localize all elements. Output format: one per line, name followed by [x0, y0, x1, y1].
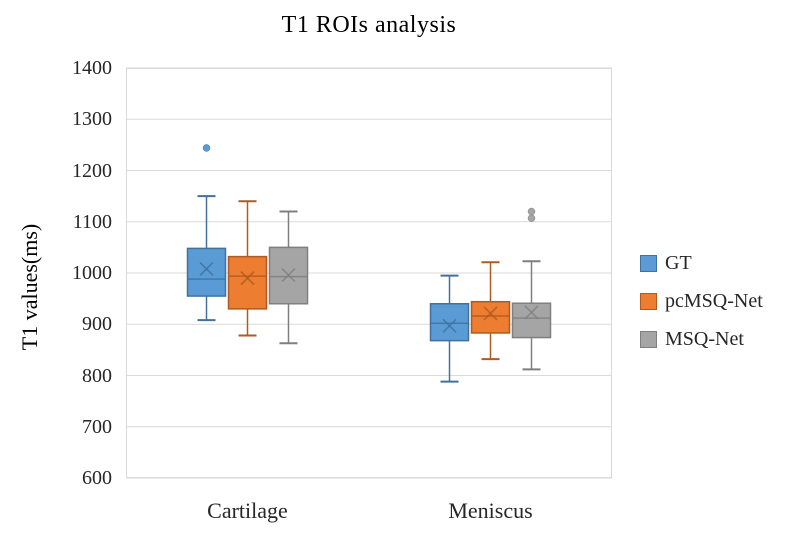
y-axis-tick-label: 600 [82, 467, 112, 489]
mean-x-icon-GT-Meniscus [442, 318, 457, 333]
y-axis-tick-label: 700 [82, 415, 112, 438]
legend-item-gt: GT [640, 252, 763, 274]
mean-x-icon-GT-Cartilage [199, 261, 214, 276]
legend: GT pcMSQ-Net MSQ-Net [640, 252, 763, 350]
mean-x-icon-MSQ-Net-Meniscus [524, 305, 539, 320]
y-axis-tick-label: 1100 [72, 210, 112, 233]
y-axis-tick-label: 1000 [72, 262, 112, 284]
y-axis-tick-label: 1200 [72, 159, 112, 182]
y-axis-tick-label: 800 [82, 364, 112, 387]
y-axis-tick-label: 900 [82, 313, 112, 336]
legend-label-gt: GT [665, 252, 692, 274]
box-GT-Meniscus [429, 303, 470, 342]
outlier-dot-GT-Cartilage [202, 144, 211, 152]
y-axis-tick-label: 1400 [72, 57, 112, 79]
legend-item-pcmsq-net: pcMSQ-Net [640, 290, 763, 312]
outlier-dot-MSQ-Net-Meniscus [527, 207, 536, 216]
chart-title: T1 ROIs analysis [281, 12, 457, 38]
legend-swatch-pcmsq-net-icon [640, 292, 657, 310]
legend-swatch-gt-icon [640, 254, 657, 272]
legend-label-msq-net: MSQ-Net [665, 328, 744, 350]
x-category-label-cartilage: Cartilage [207, 498, 288, 523]
legend-item-msq-net: MSQ-Net [640, 328, 763, 350]
box-MSQ-Net-Meniscus [511, 302, 552, 339]
box-pcMSQ-Net-Meniscus [470, 300, 511, 334]
box-pcMSQ-Net-Cartilage [227, 255, 268, 310]
mean-x-icon-MSQ-Net-Cartilage [281, 267, 296, 283]
mean-x-icon-pcMSQ-Net-Meniscus [483, 306, 498, 321]
legend-swatch-msq-net-icon [640, 330, 657, 348]
box-GT-Cartilage [186, 247, 227, 297]
x-category-label-meniscus: Meniscus [448, 498, 533, 523]
plot-border [126, 68, 612, 478]
mean-x-icon-pcMSQ-Net-Cartilage [240, 271, 255, 286]
legend-label-pcmsq-net: pcMSQ-Net [665, 290, 763, 312]
y-axis-tick-label: 1300 [72, 108, 112, 131]
outlier-dot-MSQ-Net-Meniscus [527, 214, 536, 222]
